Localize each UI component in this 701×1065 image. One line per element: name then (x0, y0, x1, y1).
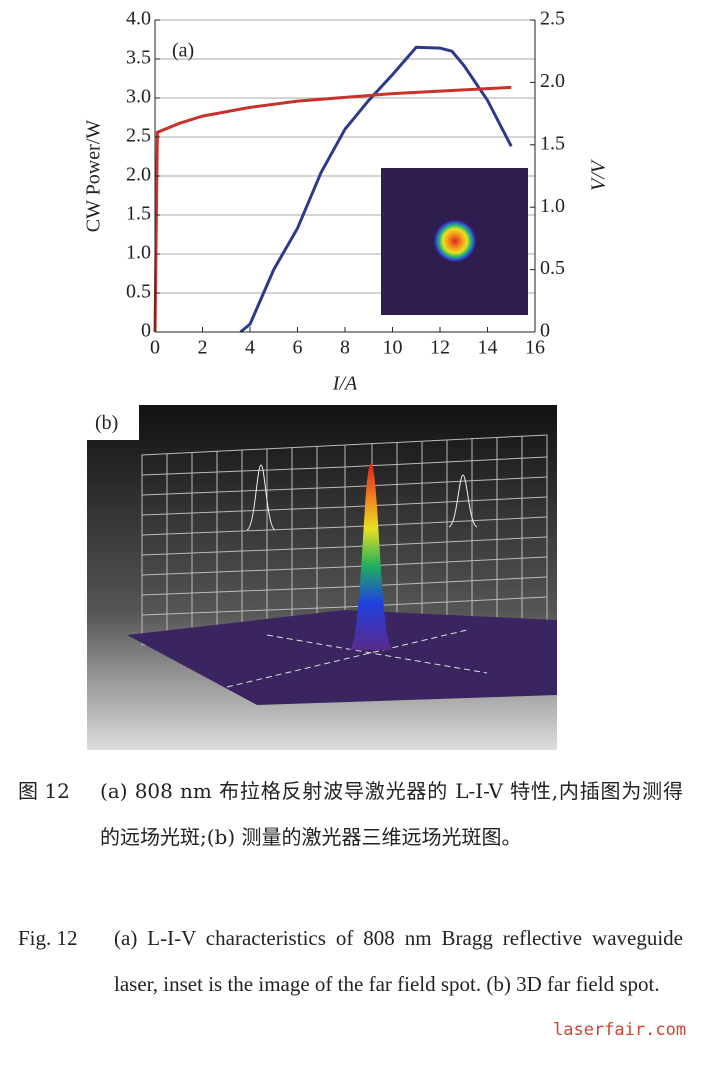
x-tick-label: 12 (430, 337, 450, 359)
projections (246, 464, 478, 531)
y-axis-label: CW Power/W (83, 120, 105, 233)
x-tick-label: 16 (525, 337, 545, 359)
y-tick-label: 2.0 (126, 164, 151, 186)
chart: (a) CW Power/W V/V I/A 0 0.5 1.0 1.5 2.0 2.5 3… (83, 8, 610, 395)
caption-cn: 图 12 (a) 808 nm 布拉格反射波导激光器的 L-I-V 特性,内插图… (18, 768, 683, 860)
x-tick-label: 14 (478, 337, 498, 359)
x-tick-label: 2 (198, 337, 208, 359)
caption-en: Fig. 12 (a) L-I-V characteristics of 808… (18, 915, 683, 1007)
x-tick-label: 6 (293, 337, 303, 359)
floor (127, 610, 557, 705)
series-line (239, 45, 513, 334)
x-tick-label: 10 (383, 337, 403, 359)
y-tick-label: 1.5 (126, 203, 151, 225)
y2-tick-label: 1.0 (540, 195, 565, 217)
y2-tick-label: 1.5 (540, 132, 565, 154)
panel-b-image: (b) (87, 405, 557, 750)
caption-text: (a) L-I-V characteristics of 808 nm Brag… (114, 926, 683, 996)
caption-text: (a) 808 nm 布拉格反射波导激光器的 L-I-V 特性,内插图为测得的远… (100, 779, 683, 849)
y2-tick-label: 0.5 (540, 257, 565, 279)
caption-label: 图 12 (18, 779, 70, 803)
x-tick-label: 0 (150, 337, 160, 359)
label-box (87, 405, 139, 440)
y2-tick-label: 2.0 (540, 70, 565, 92)
x-axis-label: I/A (332, 373, 358, 395)
axis-lines (226, 629, 488, 688)
y2-tick-label: 0 (540, 320, 550, 342)
y2-axis-label: V/V (588, 158, 610, 191)
x-tick-label: 8 (340, 337, 350, 359)
inset-spot (433, 219, 477, 263)
y-tick-label: 4.0 (126, 8, 151, 30)
y-tick-label: 3.5 (126, 47, 151, 69)
panel-label: (a) (172, 40, 194, 62)
x-tick-label: 4 (245, 337, 255, 359)
panel-label: (b) (95, 412, 118, 434)
y-tick-label: 2.5 (126, 125, 151, 147)
plot (153, 45, 513, 334)
watermark: laserfair.com (553, 1020, 687, 1040)
y2-tick-label: 2.5 (540, 8, 565, 30)
series-line (153, 85, 512, 333)
grid (155, 19, 535, 333)
y-tick-label: 1.0 (126, 242, 151, 264)
y-tick-label: 0.5 (126, 281, 151, 303)
y-tick-label: 0 (141, 320, 151, 342)
y-tick-label: 3.0 (126, 86, 151, 108)
peak (349, 463, 393, 650)
caption-label: Fig. 12 (18, 926, 78, 950)
